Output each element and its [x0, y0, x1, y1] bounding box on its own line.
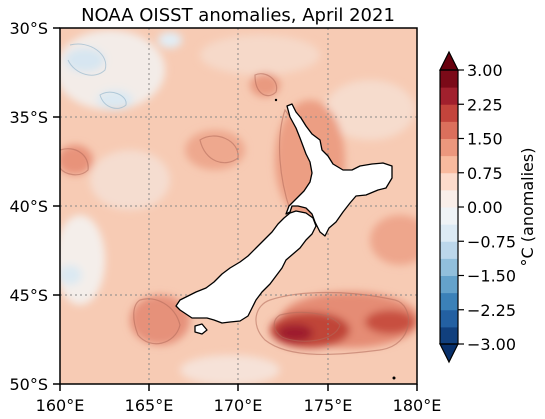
colorbar-band [440, 241, 458, 259]
colorbar-band [440, 207, 458, 225]
colorbar-tick-label: 3.00 [467, 61, 503, 80]
anomaly-patch-strong [365, 310, 415, 334]
map-title: NOAA OISST anomalies, April 2021 [81, 5, 395, 26]
lat-label: 40°S [9, 197, 48, 216]
anomaly-patch-negative [65, 48, 105, 72]
colorbar-tick-label: −0.75 [467, 232, 516, 251]
new-zealand-land [175, 103, 393, 335]
colorbar-band [440, 138, 458, 157]
anomaly-patch [60, 215, 105, 305]
south-island [175, 210, 317, 324]
anomaly-patch [180, 355, 280, 384]
colorbar-blocks [440, 70, 458, 345]
colorbar-band [440, 121, 458, 139]
map-panel [60, 28, 417, 384]
colorbar: 3.00 2.25 1.50 0.75 0.00 −0.75 −1.50 −2.25 −3.00… [439, 50, 537, 364]
colorbar-band [440, 87, 458, 105]
lon-label: 175°E [304, 396, 353, 415]
colorbar-band [440, 104, 458, 122]
anomaly-patch [60, 145, 93, 175]
colorbar-band [440, 172, 458, 191]
contour-lines-negative [67, 43, 127, 109]
colorbar-band [440, 189, 458, 208]
lon-label: 180°E [393, 396, 442, 415]
colorbar-tick-label: 0.00 [467, 198, 503, 217]
axis-ticks [53, 27, 418, 391]
lon-label: 165°E [125, 396, 174, 415]
colorbar-band [440, 70, 458, 88]
anomaly-patch [130, 295, 190, 345]
colorbar-tick-label: 1.50 [467, 130, 503, 149]
lat-label: 45°S [9, 286, 48, 305]
small-island [392, 376, 396, 380]
small-island [274, 98, 278, 102]
colorbar-tick-label: 0.75 [467, 164, 503, 183]
north-island [285, 103, 393, 237]
colorbar-label: °C (anomalies) [518, 148, 537, 267]
lon-label: 170°E [214, 396, 263, 415]
anomaly-patch-negative [60, 265, 82, 285]
colorbar-band [440, 275, 458, 294]
anomaly-patch-negative [158, 32, 182, 48]
lon-label: 160°E [36, 396, 85, 415]
lat-label: 35°S [9, 108, 48, 127]
colorbar-band [440, 292, 458, 311]
anomaly-patch [200, 35, 320, 75]
anomaly-patch [325, 80, 415, 140]
colorbar-ticks: 3.00 2.25 1.50 0.75 0.00 −0.75 −1.50 −2.25 −3.00 [458, 61, 516, 354]
lat-label: 30°S [9, 19, 48, 38]
colorbar-tick-label: 2.25 [467, 95, 503, 114]
lat-label: 50°S [9, 375, 48, 394]
colorbar-extend-top [439, 50, 459, 71]
anomaly-patch-strong [277, 324, 313, 342]
colorbar-band [440, 309, 458, 328]
colorbar-band [440, 258, 458, 276]
anomaly-patch [90, 150, 170, 210]
colorbar-band [440, 224, 458, 242]
colorbar-extend-bottom [439, 343, 459, 364]
colorbar-tick-label: −3.00 [467, 335, 516, 354]
colorbar-band [440, 326, 458, 345]
colorbar-band [440, 155, 458, 174]
colorbar-tick-label: −2.25 [467, 301, 516, 320]
anomaly-patch [370, 215, 417, 265]
colorbar-tick-label: −1.50 [467, 267, 516, 286]
stewart-island [194, 323, 208, 335]
gridlines [60, 28, 417, 384]
